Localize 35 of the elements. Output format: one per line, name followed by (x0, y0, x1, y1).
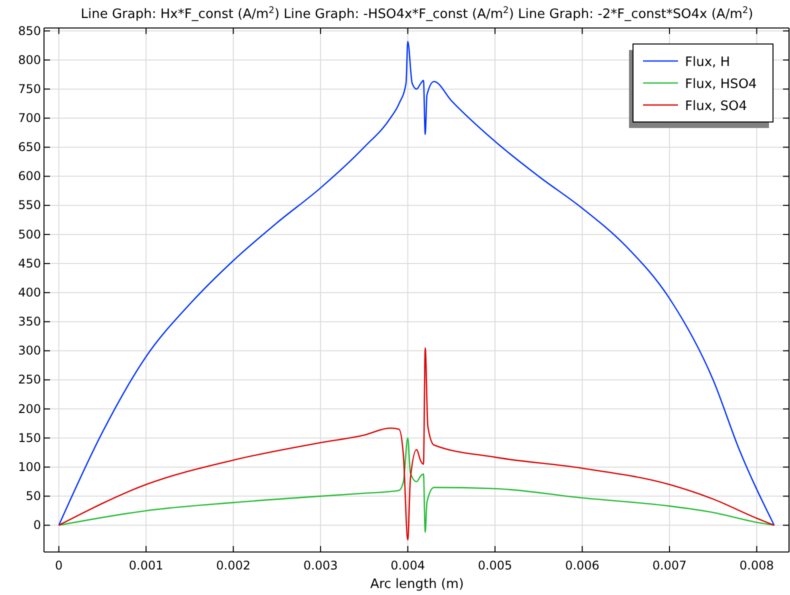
x-tick-label: 0.002 (216, 558, 250, 572)
y-tick-label: 200 (18, 402, 41, 416)
y-tick-label: 250 (18, 372, 41, 387)
y-tick-label: 150 (18, 430, 41, 445)
y-tick-label: 400 (18, 285, 41, 300)
legend-label: Flux, H (685, 55, 730, 70)
y-tick-label: 650 (18, 140, 41, 154)
y-tick-label: 50 (26, 489, 41, 504)
y-tick-label: 800 (18, 52, 41, 67)
x-tick-label: 0.003 (303, 558, 338, 572)
y-tick-label: 850 (18, 24, 41, 38)
x-tick-label: 0.004 (390, 558, 425, 572)
y-tick-label: 300 (18, 344, 41, 358)
x-tick-label: 0.007 (652, 558, 687, 572)
y-tick-label: 550 (18, 198, 41, 212)
legend-label: Flux, HSO4 (685, 77, 757, 92)
line-series (58, 40, 775, 526)
y-tick-label: 700 (18, 110, 41, 125)
x-tick-label: 0.005 (478, 558, 512, 572)
y-tick-label: 750 (18, 82, 41, 96)
line-series (58, 347, 775, 540)
legend-label: Flux, SO4 (685, 99, 748, 114)
x-axis-title: Arc length (m) (370, 577, 464, 592)
y-tick-label: 100 (18, 460, 41, 474)
y-tick-label: 350 (18, 314, 41, 329)
x-tick-label: 0.008 (740, 558, 774, 572)
y-tick-label: 450 (18, 256, 41, 270)
y-tick-label: 500 (18, 227, 41, 242)
line-series (58, 437, 775, 533)
x-tick-label: 0 (55, 558, 63, 572)
x-tick-label: 0.006 (565, 558, 600, 572)
chart-title: Line Graph: Hx*F_const (A/m$^{2}$) Line Graph: -HSO4x*F_const (A/m$^{2}$) Line Graph: -2*F_const*SO4x (A/m$^{2}$) (80, 6, 754, 22)
y-tick-label: 600 (18, 169, 41, 184)
x-tick-label: 0.001 (128, 558, 164, 572)
y-tick-label: 0 (33, 518, 41, 532)
